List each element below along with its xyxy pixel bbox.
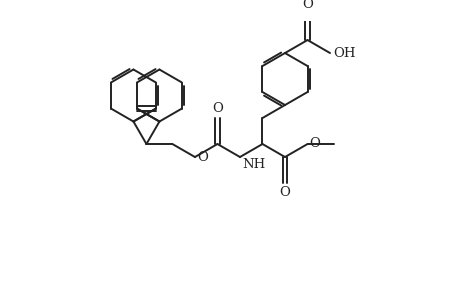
Text: O: O (279, 186, 290, 199)
Text: NH: NH (241, 158, 264, 171)
Text: O: O (196, 151, 207, 164)
Text: O: O (309, 136, 319, 150)
Text: O: O (302, 0, 312, 11)
Text: O: O (212, 102, 223, 115)
Text: OH: OH (332, 46, 354, 59)
